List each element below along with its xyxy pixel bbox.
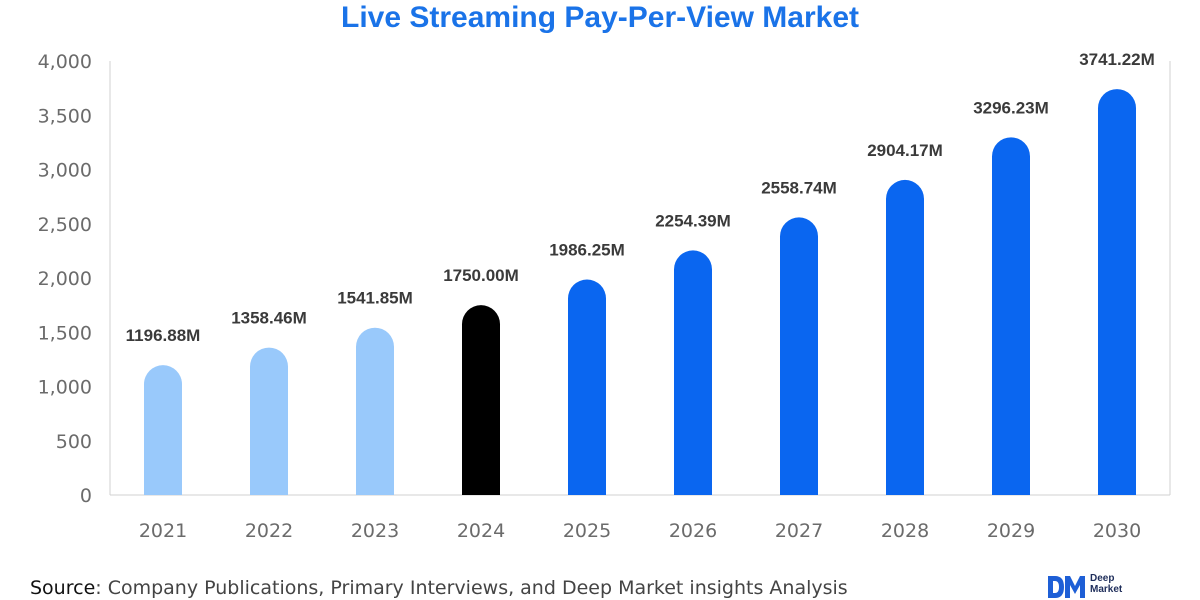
x-tick-label-2027: 2027 xyxy=(775,520,823,542)
bar-2026 xyxy=(674,250,712,495)
y-tick-label: 500 xyxy=(56,431,92,453)
bars xyxy=(144,89,1136,495)
value-label-2023: 1541.85M xyxy=(337,289,413,308)
axes: 0 500 1,000 1,500 2,000 2,500 3,000 3,500 4,000 2… xyxy=(38,51,1171,542)
chart-title: Live Streaming Pay-Per-View Market xyxy=(341,1,859,34)
bar-2027 xyxy=(780,217,818,495)
bar-2030 xyxy=(1098,89,1136,495)
bar-2025 xyxy=(568,279,606,495)
x-tick-label-2026: 2026 xyxy=(669,520,717,542)
x-tick-label-2028: 2028 xyxy=(881,520,929,542)
y-tick-label: 0 xyxy=(80,485,92,507)
value-label-2025: 1986.25M xyxy=(549,240,625,259)
y-tick-label: 3,500 xyxy=(38,105,92,127)
value-label-2028: 2904.17M xyxy=(867,141,943,160)
value-label-2030: 3741.22M xyxy=(1079,50,1155,69)
deep-market-logo: Deep Market xyxy=(1046,572,1166,600)
y-tick-label: 2,500 xyxy=(38,214,92,236)
source-prefix: Source xyxy=(30,577,96,599)
source-note: Source: Company Publications, Primary In… xyxy=(30,577,848,599)
x-tick-label-2023: 2023 xyxy=(351,520,399,542)
x-tick-label-2022: 2022 xyxy=(245,520,293,542)
logo-text: Deep Market xyxy=(1090,573,1122,595)
x-tick-label-2021: 2021 xyxy=(139,520,187,542)
y-tick-label: 1,000 xyxy=(38,377,92,399)
bar-2021 xyxy=(144,365,182,495)
value-label-2026: 2254.39M xyxy=(655,211,731,230)
bar-2024 xyxy=(462,305,500,495)
y-tick-label: 2,000 xyxy=(38,268,92,290)
bar-2023 xyxy=(356,327,394,495)
x-tick-label-2029: 2029 xyxy=(987,520,1035,542)
value-label-2027: 2558.74M xyxy=(761,178,837,197)
logo-line-1: Deep xyxy=(1090,573,1115,584)
logo-line-2: Market xyxy=(1090,584,1123,595)
bar-2022 xyxy=(250,347,288,495)
x-tick-label-2024: 2024 xyxy=(457,520,505,542)
y-tick-label: 3,000 xyxy=(38,160,92,182)
bar-2029 xyxy=(992,137,1030,495)
source-text: : Company Publications, Primary Intervie… xyxy=(95,577,848,599)
y-tick-label: 1,500 xyxy=(38,322,92,344)
bar-2028 xyxy=(886,179,924,495)
x-tick-label-2025: 2025 xyxy=(563,520,611,542)
value-label-2029: 3296.23M xyxy=(973,98,1049,117)
x-tick-label-2030: 2030 xyxy=(1093,520,1141,542)
value-label-2021: 1196.88M xyxy=(126,326,201,345)
value-label-2022: 1358.46M xyxy=(231,309,307,328)
value-label-2024: 1750.00M xyxy=(443,266,519,285)
labels: 1196.88M 1358.46M 1541.85M 1750.00M 1986.25M… xyxy=(126,50,1155,345)
y-tick-label: 4,000 xyxy=(38,51,92,73)
dm-monogram-logo-icon xyxy=(1048,576,1085,598)
